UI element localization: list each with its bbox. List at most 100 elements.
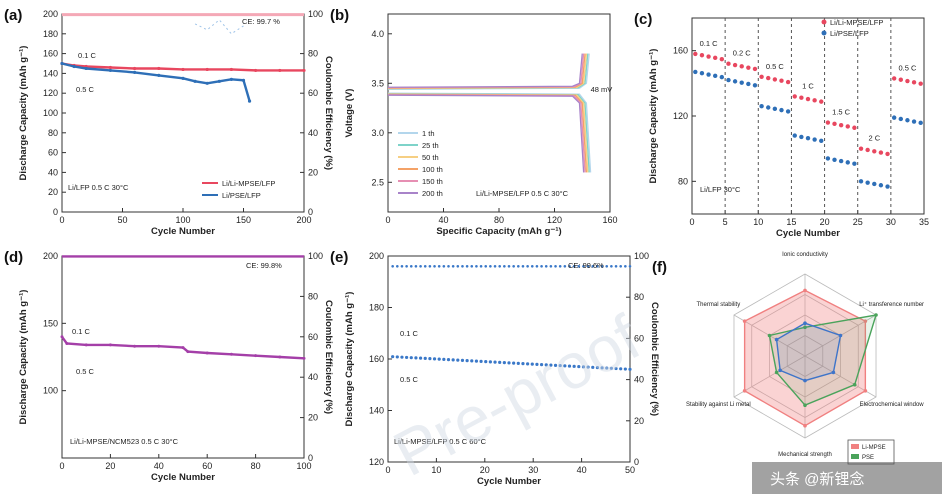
x-axis-title: Cycle Number <box>151 472 215 483</box>
rate-point-0 <box>825 120 831 125</box>
data-point-a <box>60 61 64 66</box>
data-point-a <box>157 73 161 77</box>
rate-point-1 <box>739 80 744 85</box>
panel-f: (f) Ionic conductivity Li⁺ transference nu… <box>652 252 924 465</box>
capacity-line-a-0 <box>61 62 304 72</box>
y-tick-label: 40 <box>48 167 58 177</box>
x-tick-label: 20 <box>480 465 490 475</box>
ce-point-e <box>465 265 469 268</box>
ce-line-a-1 <box>194 19 244 35</box>
y2-axis-title: Coulombic Efficiency (%) <box>323 56 334 170</box>
y-tick-label: 160 <box>43 49 58 59</box>
legend-marker-c-1 <box>821 30 827 36</box>
panel-label-a: (a) <box>4 7 22 24</box>
annotation-rate-a1: 0.1 C <box>78 51 97 60</box>
rate-point-0 <box>858 146 864 151</box>
y-tick-label: 200 <box>43 251 58 261</box>
radar-point-2 <box>778 368 782 373</box>
ce-point-e <box>568 265 571 268</box>
charge-curve-5 <box>387 53 583 88</box>
rate-point-0 <box>785 79 791 85</box>
charge-curve-3 <box>387 53 586 89</box>
ce-point-e <box>409 265 413 268</box>
x-tick-label: 60 <box>202 461 212 471</box>
radar-point-2 <box>831 370 836 375</box>
y-tick-label: 100 <box>43 108 58 118</box>
rate-label: 1.5 C <box>832 108 851 117</box>
x-tick-label: 80 <box>494 215 504 225</box>
panel-label-e: (e) <box>330 249 348 266</box>
radar-axis-label: Thermal stability <box>697 302 741 308</box>
capacity-point-e <box>432 357 437 361</box>
x-tick-label: 15 <box>786 217 796 227</box>
data-point-a <box>229 67 233 72</box>
rate-point-0 <box>779 78 784 83</box>
rate-point-1 <box>891 115 897 120</box>
ce-point-e <box>396 265 399 268</box>
panel-e: (e) 0 10 20 30 40 50 120 140 160 180 200 0 20 40 60 80 10… <box>330 249 660 487</box>
capacity-point-e <box>586 365 590 369</box>
discharge-curve-5 <box>387 94 585 173</box>
rate-point-0 <box>732 62 738 68</box>
rate-point-1 <box>918 120 923 126</box>
rate-point-0 <box>805 96 811 102</box>
data-point-a <box>217 79 221 83</box>
y2-tick-label: 100 <box>308 9 323 19</box>
ce-point-e <box>423 265 427 268</box>
ce-point-e <box>526 265 529 268</box>
charge-curve-1 <box>387 53 589 90</box>
data-point-a <box>72 64 76 69</box>
charge-curve-0 <box>387 53 590 90</box>
ce-point-e <box>558 265 562 268</box>
rate-point-1 <box>713 73 718 79</box>
data-point-a <box>84 66 88 71</box>
radar-point-1 <box>803 325 807 330</box>
data-point-a <box>193 79 197 83</box>
rate-label: 0.5 C <box>898 63 917 72</box>
y-tick-label: 3.0 <box>371 128 384 138</box>
data-point-d <box>181 346 185 350</box>
y-tick-label: 100 <box>43 386 58 396</box>
capacity-point-e <box>609 366 613 370</box>
annotation-cond-a: Li/LFP 0.5 C 30°C <box>68 183 129 192</box>
data-point-a <box>302 68 306 73</box>
ce-point-e <box>586 265 590 268</box>
ce-point-e <box>582 265 585 268</box>
rate-point-1 <box>858 179 864 184</box>
y-tick-label: 140 <box>369 406 384 416</box>
annotation-cond-e: Li/Li-MPSE/LFP 0.5 C 60°C <box>394 437 487 446</box>
ce-point-e <box>419 265 422 268</box>
capacity-point-e <box>614 366 618 371</box>
data-point-a <box>205 67 209 72</box>
radar-legend-label-0: Li-MPSE <box>862 445 886 451</box>
rate-label: 1 C <box>802 81 814 90</box>
capacity-point-e <box>502 361 506 365</box>
ce-point-e <box>400 265 404 268</box>
ce-point-e <box>614 265 618 268</box>
legend-label-b-5: 200 th <box>422 189 443 198</box>
y2-tick-label: 80 <box>308 291 318 301</box>
y-tick-label: 180 <box>43 29 58 39</box>
rate-point-1 <box>812 137 817 142</box>
x-tick-label: 120 <box>547 215 562 225</box>
capacity-point-e <box>488 360 492 364</box>
ce-point-e <box>577 265 581 268</box>
capacity-point-e <box>577 364 581 369</box>
rate-point-0 <box>726 61 731 66</box>
y-tick-label: 120 <box>43 88 58 98</box>
legend-label-b-1: 25 th <box>422 141 439 150</box>
radar-point-1 <box>803 403 807 408</box>
ce-point-e <box>433 265 436 268</box>
capacity-point-e <box>530 362 534 366</box>
data-point-a <box>157 66 161 71</box>
data-point-d <box>157 344 161 348</box>
rate-point-0 <box>918 81 923 86</box>
x-tick-label: 30 <box>528 465 538 475</box>
x-tick-label: 35 <box>919 217 929 227</box>
radar-axis-label: Li⁺ transference number <box>859 301 924 308</box>
x-tick-label: 25 <box>853 217 863 227</box>
rate-point-0 <box>852 125 857 130</box>
rate-label: 0.5 C <box>766 62 785 71</box>
rate-point-0 <box>799 95 804 100</box>
capacity-point-e <box>600 366 604 370</box>
